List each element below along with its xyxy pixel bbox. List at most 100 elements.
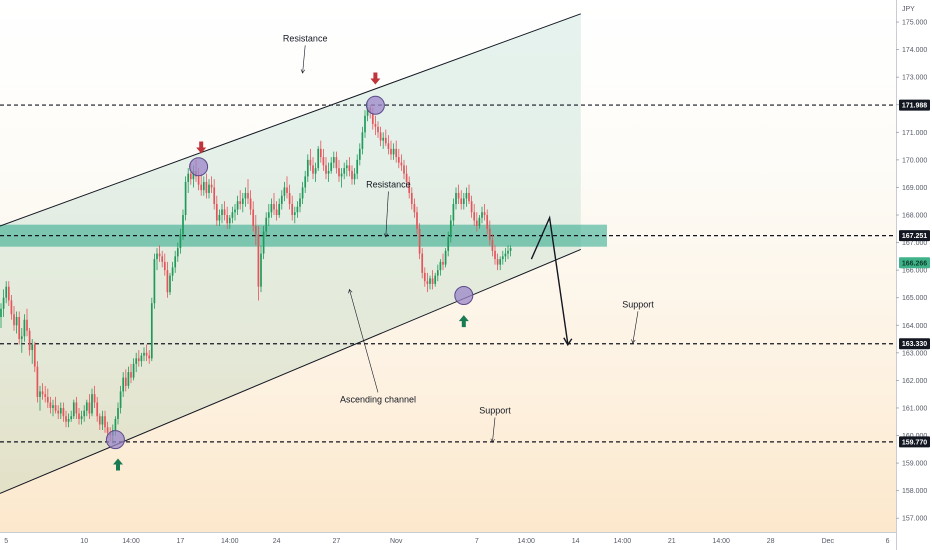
candle-body [442,261,444,265]
candle [374,115,377,136]
candle [262,226,265,260]
candle [335,151,338,174]
candle-body [296,206,299,213]
candle-body [33,344,36,367]
candle [416,206,418,235]
candle-body [312,165,314,174]
candle-body [348,165,351,171]
candle-body [179,234,182,249]
candle-body [452,203,455,221]
candle [348,157,351,177]
candle [249,190,252,216]
candle-body [28,330,31,351]
candle [429,275,431,290]
candle-body [444,250,447,265]
annotation-pointer-head [300,69,306,74]
candle-body [286,187,288,193]
candle-body [338,168,340,177]
candle [507,245,509,260]
candle-body [41,391,44,395]
candle [124,369,127,392]
candle [140,352,143,367]
candle-body [132,363,135,378]
candle [405,165,408,188]
candle [65,410,67,428]
candle-body [280,195,283,204]
candle [265,212,268,238]
candle-body [5,286,8,298]
candle [301,181,304,204]
price-tick-label: 166.000 [902,268,927,275]
projection-arrowhead [563,337,573,347]
candle [293,206,296,224]
candle [59,402,62,419]
candle [332,151,335,169]
candle [46,388,49,408]
candle-body [239,201,242,204]
candle [283,181,286,202]
candle-body [410,192,413,204]
candle [338,159,340,182]
candle-body [262,231,265,254]
candle [213,179,216,210]
price-tick-label: 169.000 [902,185,927,192]
candle-body [70,416,73,419]
candle [260,245,262,293]
price-tag-label: 166.266 [902,260,927,267]
candle-body [200,184,203,191]
candle-body [52,405,54,408]
candle-body [174,256,177,268]
candle [169,272,171,295]
candle [390,140,392,160]
price-tick-label: 162.000 [902,378,927,385]
candle [20,328,23,353]
candle [75,396,78,419]
candle-body [330,162,333,171]
price-tick-label: 165.000 [902,295,927,302]
candle-body [75,402,78,414]
candle-body [46,396,49,403]
candle [57,405,60,419]
price-tick-label: 163.000 [902,350,927,357]
candle-body [309,159,312,166]
candle-body [382,137,385,141]
candle [247,179,249,204]
price-tag [899,99,930,111]
candle-body [143,352,145,356]
candle-body [202,181,205,191]
candle [88,394,91,419]
candle [36,361,39,403]
candle [286,176,288,199]
candle [41,383,44,400]
candle [291,195,294,221]
candle [78,407,80,425]
candle-body [2,297,5,309]
candle [358,143,361,166]
candle [483,203,486,221]
candle [475,212,478,232]
candle-body [20,336,23,340]
candle [143,347,145,362]
channel-lower-line[interactable] [0,249,581,494]
candle [98,413,101,431]
candle-body [265,217,268,232]
candle-body [465,192,468,199]
candle-body [241,198,244,204]
candle [275,201,278,221]
candle-body [356,159,359,174]
candle-body [96,402,99,417]
candle [166,261,169,298]
channel-upper-line[interactable] [0,13,581,227]
candle-body [481,212,483,218]
candle-body [416,212,418,229]
candle [273,192,275,216]
candle-body [304,176,307,188]
projection-path[interactable] [530,215,569,344]
candle [473,203,476,227]
candle-body [57,410,60,414]
candle-body [332,157,335,163]
time-tick-label: 14 [572,538,580,545]
candle [501,250,504,265]
price-tick-label: 171.000 [902,130,927,137]
